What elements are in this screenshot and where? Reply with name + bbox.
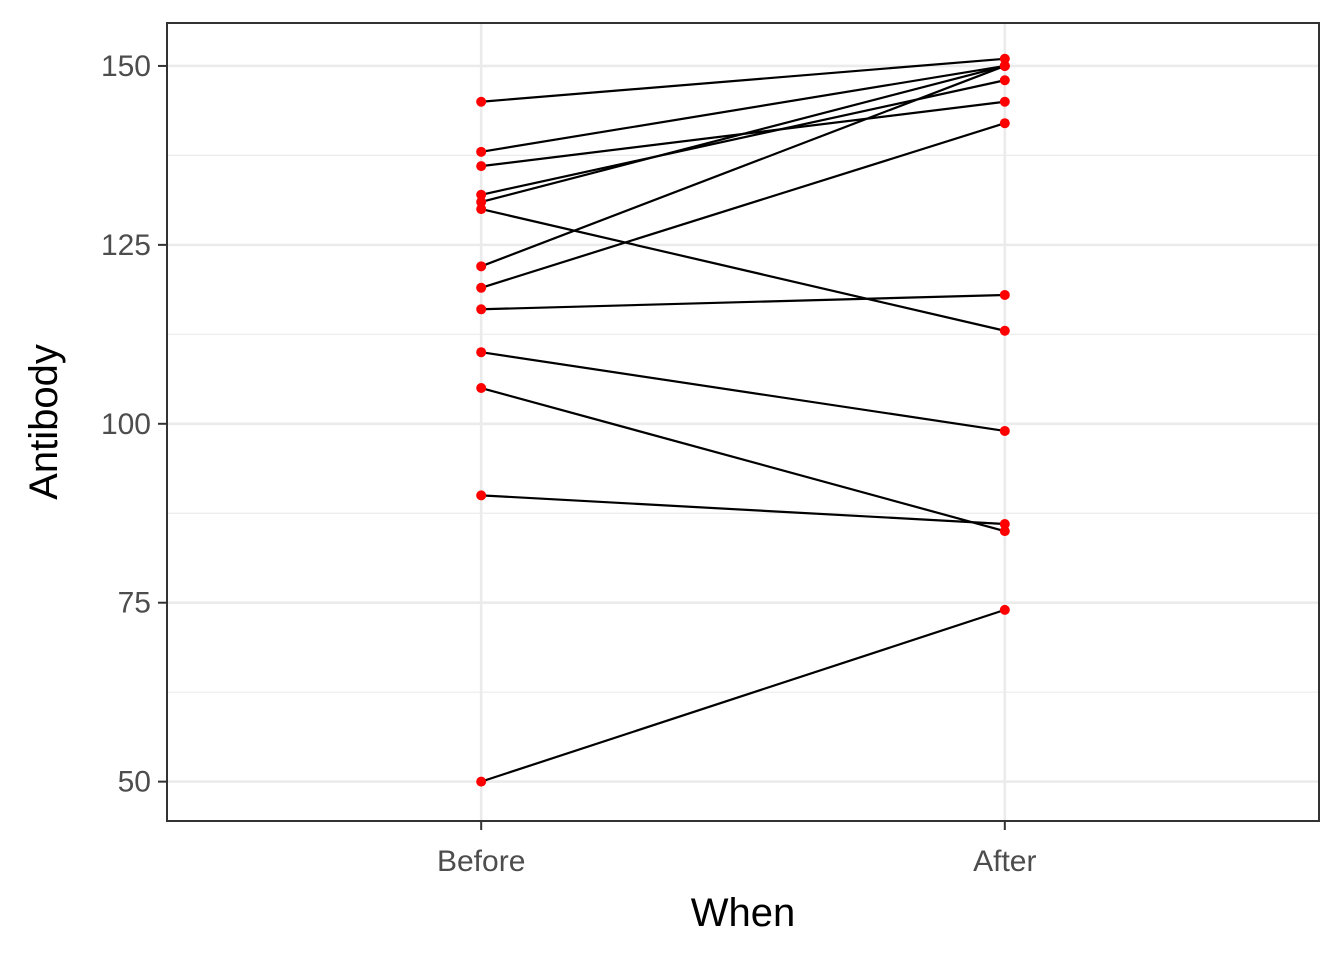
- point-after: [999, 60, 1010, 71]
- point-before: [476, 383, 487, 394]
- point-after: [999, 425, 1010, 436]
- x-axis-title: When: [691, 891, 796, 935]
- point-before: [476, 189, 487, 200]
- x-tick-label: Before: [437, 845, 525, 878]
- grid: [167, 23, 1319, 821]
- pair-line: [481, 494, 1005, 526]
- point-after: [999, 325, 1010, 336]
- pair-line: [480, 64, 1006, 268]
- plot-panel: [167, 23, 1319, 821]
- point-before: [476, 304, 487, 315]
- y-axis-title: Antibody: [22, 344, 66, 500]
- point-before: [476, 204, 487, 215]
- point-after: [999, 96, 1010, 107]
- pair-line: [481, 293, 1005, 311]
- point-after: [999, 75, 1010, 86]
- pair-lines: [480, 57, 1006, 783]
- x-tick-label: After: [973, 845, 1036, 878]
- point-before: [476, 146, 487, 157]
- pair-line: [480, 64, 1006, 203]
- point-before: [476, 261, 487, 272]
- point-after: [999, 289, 1010, 300]
- point-after: [999, 53, 1010, 64]
- y-tick-label: 150: [101, 50, 151, 83]
- pair-line: [480, 122, 1006, 289]
- pair-line: [480, 386, 1006, 533]
- data-points: [476, 53, 1010, 787]
- pair-line: [480, 208, 1006, 332]
- axes: 50 75 100 125 150 Before After: [101, 50, 1037, 878]
- pair-line: [480, 608, 1006, 783]
- point-before: [476, 96, 487, 107]
- point-before: [476, 347, 487, 358]
- point-before: [476, 776, 487, 787]
- y-tick-label: 125: [101, 229, 151, 262]
- panel-border: [166, 22, 1320, 822]
- y-tick-label: 50: [118, 766, 151, 799]
- point-after: [999, 604, 1010, 615]
- point-after: [999, 526, 1010, 537]
- point-before: [476, 490, 487, 501]
- pair-line: [481, 57, 1005, 103]
- pair-line: [481, 64, 1005, 153]
- y-tick-label: 75: [118, 587, 151, 620]
- point-after: [999, 518, 1010, 529]
- pair-line: [481, 351, 1005, 433]
- point-before: [476, 161, 487, 172]
- y-tick-label: 100: [101, 408, 151, 441]
- point-before: [476, 196, 487, 207]
- point-before: [476, 282, 487, 293]
- point-after: [999, 118, 1010, 129]
